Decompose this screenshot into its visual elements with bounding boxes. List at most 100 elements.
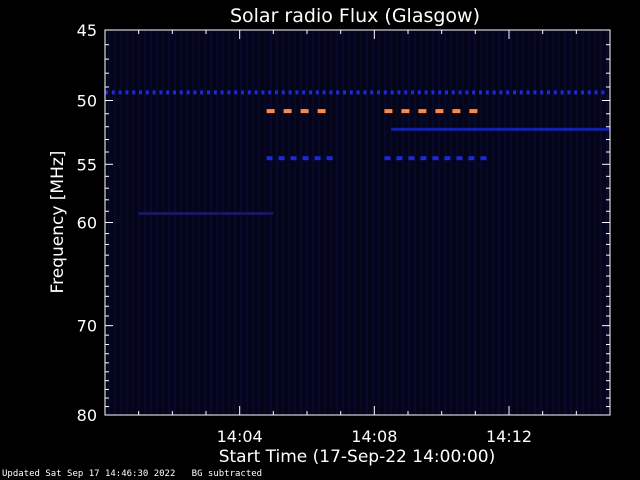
texture-stripe [582,30,584,415]
feature-segment [377,90,380,95]
texture-stripe [432,30,434,415]
feature-segment [145,90,149,95]
texture-stripe [312,30,314,415]
texture-stripe [558,30,560,415]
feature-segment [302,90,306,95]
footer-status: Updated Sat Sep 17 14:46:30 2022 BG subt… [2,469,262,479]
texture-stripe [288,30,290,415]
texture-stripe [510,30,512,415]
texture-stripe [570,30,572,415]
bg-mode-text: BG subtracted [191,469,263,479]
feature-burst-upper-2 [384,109,478,114]
texture-stripe [306,30,308,415]
texture-stripe [234,30,236,415]
feature-segment [309,90,312,95]
texture-stripe [546,30,548,415]
texture-stripe [516,30,518,415]
x-axis-label: Start Time (17-Sep-22 14:00:00) [219,447,496,467]
x-tick-label: 14:08 [351,427,397,446]
texture-stripe [438,30,440,415]
feature-segment [132,90,136,95]
feature-segment [540,90,544,95]
texture-stripe [126,30,128,415]
y-axis-label: Frequency [MHz] [48,151,68,294]
feature-segment [519,90,523,95]
feature-segment [452,109,461,114]
feature-segment [384,109,393,114]
texture-stripe [378,30,380,415]
texture-stripe [390,30,392,415]
texture-stripe [114,30,116,415]
texture-stripe [594,30,596,415]
texture-stripe [408,30,410,415]
texture-stripe [480,30,482,415]
feature-segment [317,109,326,114]
feature-segment [295,90,299,95]
texture-stripe [180,30,182,415]
texture-stripe [324,30,326,415]
texture-stripe [498,30,500,415]
texture-stripe [132,30,134,415]
emission-features [105,90,610,215]
texture-stripe [600,30,602,415]
texture-stripe [138,30,140,415]
texture-stripe [414,30,416,415]
time-stripes [108,30,608,415]
feature-segment [418,109,427,114]
feature-segment [492,90,496,95]
texture-stripe [468,30,470,415]
feature-segment [526,90,530,95]
texture-stripe [294,30,296,415]
texture-stripe [204,30,206,415]
texture-stripe [246,30,248,415]
feature-segment [266,109,275,114]
feature-segment [111,90,115,95]
texture-stripe [186,30,188,415]
feature-segment [159,90,163,95]
texture-stripe [300,30,302,415]
texture-stripe [318,30,320,415]
feature-segment [166,90,170,95]
feature-segment [213,90,217,95]
texture-stripe [276,30,278,415]
feature-burst-lower-2 [384,156,487,161]
feature-segment [438,90,442,95]
feature-burst-lower [266,156,333,161]
feature-segment [499,90,503,95]
feature-segment [349,90,353,95]
feature-segment [302,156,309,161]
feature-segment [480,156,487,161]
texture-stripe [462,30,464,415]
feature-segment [283,109,292,114]
feature-segment [383,90,387,95]
feature-segment [408,156,415,161]
texture-stripe [552,30,554,415]
texture-stripe [264,30,266,415]
texture-stripe [372,30,374,415]
texture-stripe [576,30,578,415]
feature-segment [553,90,557,95]
feature-segment [288,90,292,95]
feature-segment [567,90,571,95]
feature-segment [456,156,463,161]
feature-segment [266,156,273,161]
feature-segment [139,90,142,95]
feature-segment [401,109,410,114]
feature-segment [435,109,444,114]
feature-segment [363,90,367,95]
texture-stripe [342,30,344,415]
feature-band-52 [391,127,610,131]
texture-stripe [258,30,260,415]
feature-segment [281,90,285,95]
texture-stripe [162,30,164,415]
feature-burst-upper [266,109,326,114]
feature-segment [469,109,478,114]
texture-stripe [504,30,506,415]
feature-segment [574,90,578,95]
x-axis: 14:04 14:08 14:12 [138,30,577,446]
feature-segment [468,156,475,161]
feature-segment [207,90,210,95]
feature-segment [601,90,605,95]
texture-stripe [222,30,224,415]
